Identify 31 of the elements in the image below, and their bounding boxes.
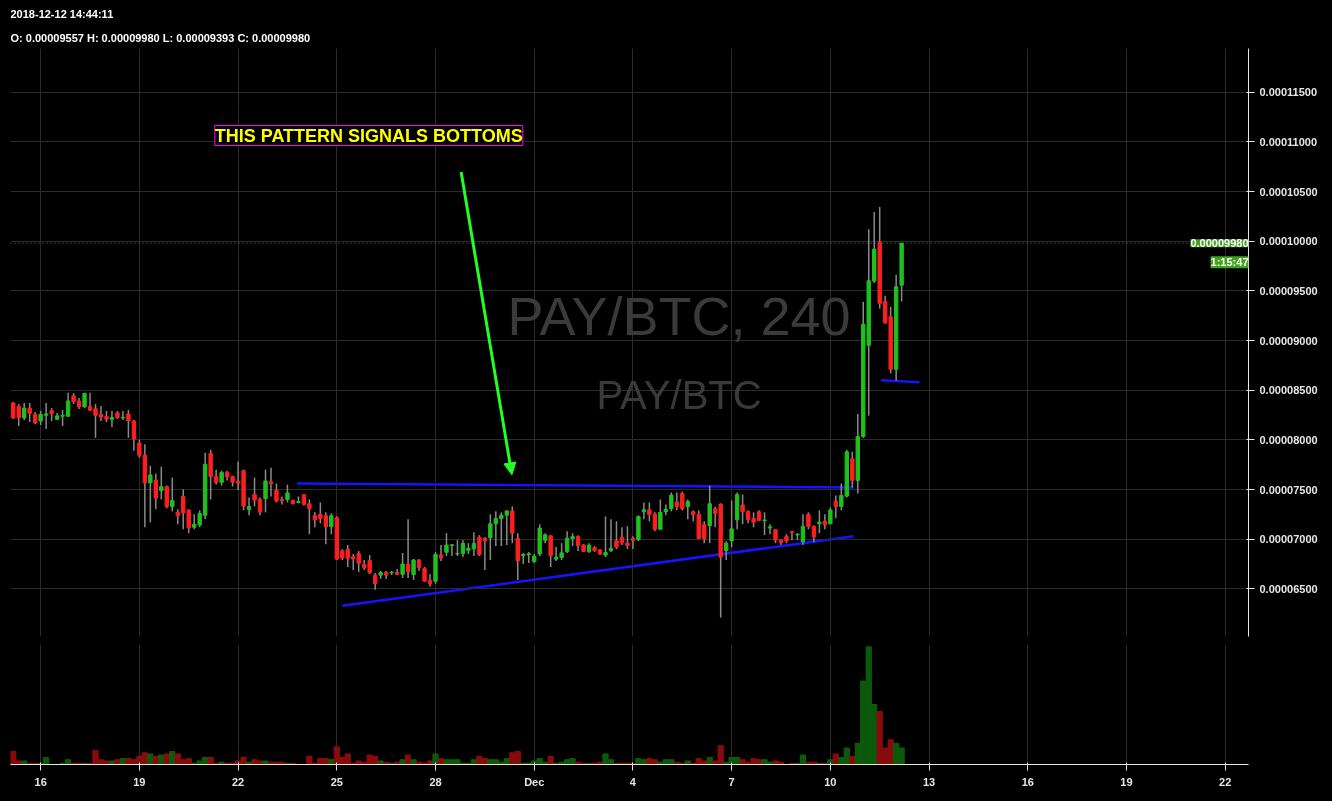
x-tick-label: 19	[1120, 775, 1133, 788]
annotation: THIS PATTERN SIGNALS BOTTOMS	[214, 125, 523, 146]
y-tick-label: 0.00007000	[1259, 533, 1318, 546]
y-tick-label: 0.00008500	[1259, 384, 1318, 397]
ref-line-label: 0.00009980	[1190, 237, 1249, 250]
y-tick-label: 0.00006500	[1259, 582, 1318, 595]
x-tick-label: 22	[231, 775, 245, 788]
x-tick-label: Dec	[524, 775, 545, 788]
x-tick-label: 16	[34, 775, 47, 788]
x-tick-label: 10	[824, 775, 837, 788]
x-tick-label: 22	[1219, 775, 1232, 788]
x-tick-label: 4	[629, 775, 637, 788]
x-tick-label: 28	[429, 775, 442, 788]
annotation: 1:15:47	[1210, 256, 1249, 269]
y-tick-label: 0.00009500	[1259, 284, 1318, 297]
x-tick-label: 7	[728, 775, 735, 788]
x-tick-label: 13	[922, 775, 936, 788]
y-tick-label: 0.00010000	[1259, 235, 1318, 248]
text: O: 0.00009557 H: 0.00009980 L: 0.00009393 C: 0.00009980	[10, 31, 311, 44]
text: 2018-12-12 14:44:11	[10, 7, 114, 20]
y-tick-label: 0.00007500	[1259, 483, 1318, 496]
text: PAY/BTC, 240	[507, 286, 851, 347]
x-tick-label: 19	[133, 775, 146, 788]
y-tick-label: 0.00011500	[1259, 86, 1318, 99]
y-tick-label: 0.00009000	[1259, 334, 1318, 347]
y-tick-label: 0.00011000	[1259, 135, 1318, 148]
y-tick-label: 0.00008000	[1259, 433, 1318, 446]
x-tick-label: 16	[1021, 775, 1034, 788]
x-tick-label: 25	[330, 775, 343, 788]
text: PAY/BTC	[596, 373, 762, 418]
y-tick-label: 0.00010500	[1259, 185, 1318, 198]
